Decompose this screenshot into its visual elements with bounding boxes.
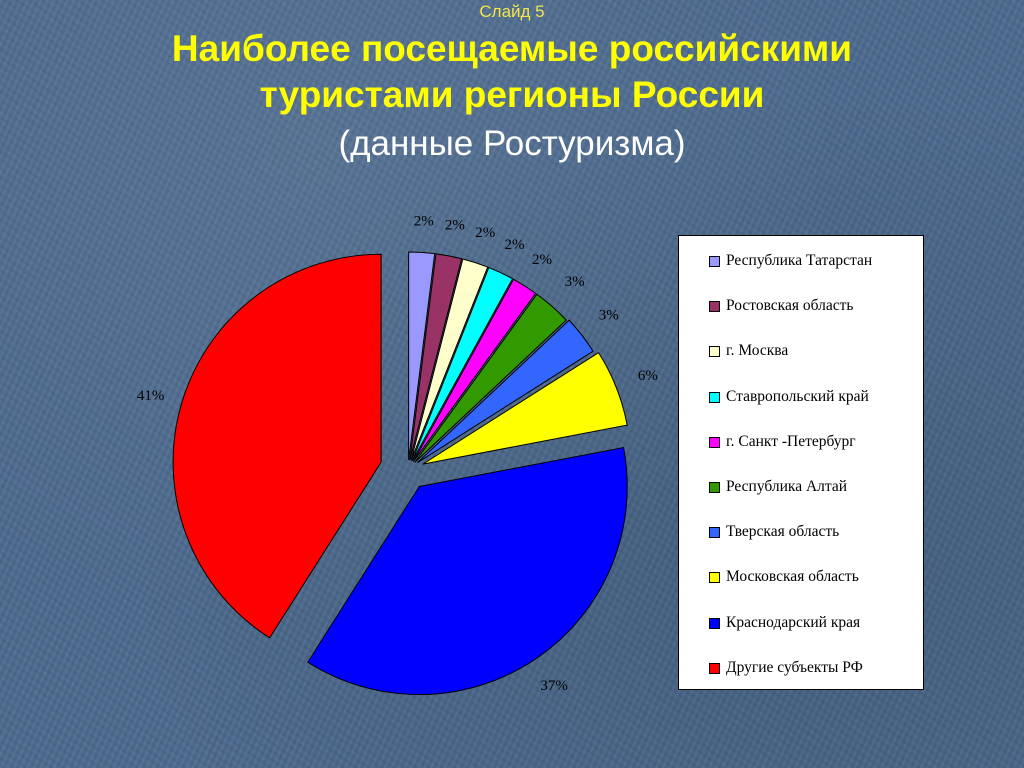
legend-swatch bbox=[709, 572, 720, 584]
slide-subtitle: (данные Ростуризма) bbox=[338, 124, 686, 163]
legend-swatch bbox=[709, 436, 720, 448]
legend-label: Другие субъекты РФ bbox=[726, 658, 863, 676]
data-label-5: 2% bbox=[532, 252, 552, 268]
slide-title: Наиболее посещаемые российскими туристам… bbox=[0, 26, 1024, 118]
pie-slice-4 bbox=[411, 266, 514, 462]
data-label-9: 37% bbox=[540, 678, 568, 694]
pie-slice-2 bbox=[409, 253, 463, 461]
title-line-2: туристами регионы России bbox=[259, 74, 765, 115]
data-label-2: 2% bbox=[445, 217, 465, 233]
title-line-1: Наиболее посещаемые российскими bbox=[171, 28, 853, 69]
pie-slice-6 bbox=[414, 293, 567, 463]
data-label-4: 2% bbox=[504, 237, 524, 253]
legend-swatch bbox=[709, 527, 720, 539]
legend-swatch bbox=[709, 391, 720, 403]
legend-label: Республика Татарстан bbox=[726, 252, 873, 269]
legend-swatch bbox=[709, 301, 720, 313]
data-label-6: 3% bbox=[565, 274, 585, 290]
pie-slice-8 bbox=[422, 351, 628, 465]
pie-slice-7 bbox=[417, 319, 594, 464]
pie-slice-9 bbox=[307, 446, 628, 696]
data-label-7: 3% bbox=[599, 307, 619, 323]
data-label-10: 41% bbox=[137, 388, 165, 404]
legend-label: Тверская область bbox=[726, 523, 840, 541]
pie-slice-3 bbox=[410, 258, 489, 461]
data-label-8: 6% bbox=[638, 368, 658, 384]
legend-label: Краснодарский края bbox=[726, 613, 861, 631]
legend-swatch bbox=[709, 256, 720, 267]
legend-label: Московская область bbox=[726, 568, 859, 586]
data-label-1: 2% bbox=[414, 213, 434, 229]
data-label-3: 2% bbox=[475, 225, 495, 241]
legend-label: г. Москва bbox=[726, 342, 789, 360]
chart-legend: Республика Татарстан Ростовская область г.… bbox=[678, 235, 924, 690]
legend-label: Ростовская область bbox=[726, 297, 854, 315]
legend-swatch bbox=[709, 346, 720, 358]
legend-swatch bbox=[709, 662, 720, 674]
pie-slice-1 bbox=[408, 251, 436, 461]
legend-label: Ставропольский край bbox=[726, 387, 869, 405]
pie-slice-5 bbox=[412, 278, 537, 462]
legend-swatch bbox=[709, 617, 720, 629]
legend-swatch bbox=[709, 482, 720, 493]
slide-number: Слайд 5 bbox=[479, 2, 545, 21]
legend-label: Республика Алтай bbox=[726, 478, 848, 495]
legend-label: г. Санкт -Петербург bbox=[726, 432, 856, 450]
pie-slice-10 bbox=[172, 253, 382, 639]
